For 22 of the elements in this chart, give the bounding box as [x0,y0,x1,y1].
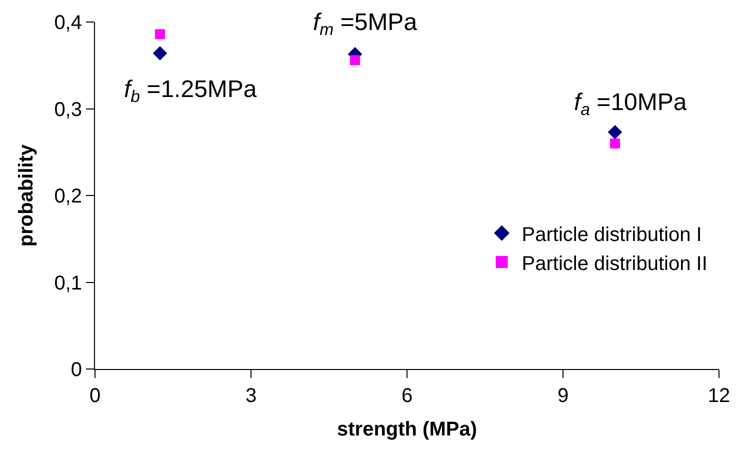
point [610,138,620,148]
y-tick-label: 0,1 [54,272,82,294]
y-axis-title: probability [16,144,38,247]
point [155,29,165,40]
annotation: f$_{b}$ =1.25MPa [124,76,258,106]
point [152,46,168,60]
y-tick-label: 0,3 [54,98,82,121]
point [608,125,622,140]
legend-label: Particle distribution I [522,224,702,246]
x-tick-label: 3 [245,385,257,407]
x-tick-label: 12 [708,385,730,407]
y-tick-label: 0,4 [54,12,82,34]
legend-label: Particle distribution II [522,252,708,275]
y-tick-label: 0 [70,359,82,381]
y-tick-label: 0,2 [54,186,82,208]
x-axis-title: strength (MPa) [337,418,477,440]
x-tick-label: 0 [89,385,101,407]
x-tick-label: 6 [401,385,413,407]
annotation: f$_{a}$ =10MPa [574,89,688,120]
point [350,55,360,66]
x-tick-label: 9 [557,385,569,407]
annotation: f$_{m}$ =5MPa [313,9,418,40]
